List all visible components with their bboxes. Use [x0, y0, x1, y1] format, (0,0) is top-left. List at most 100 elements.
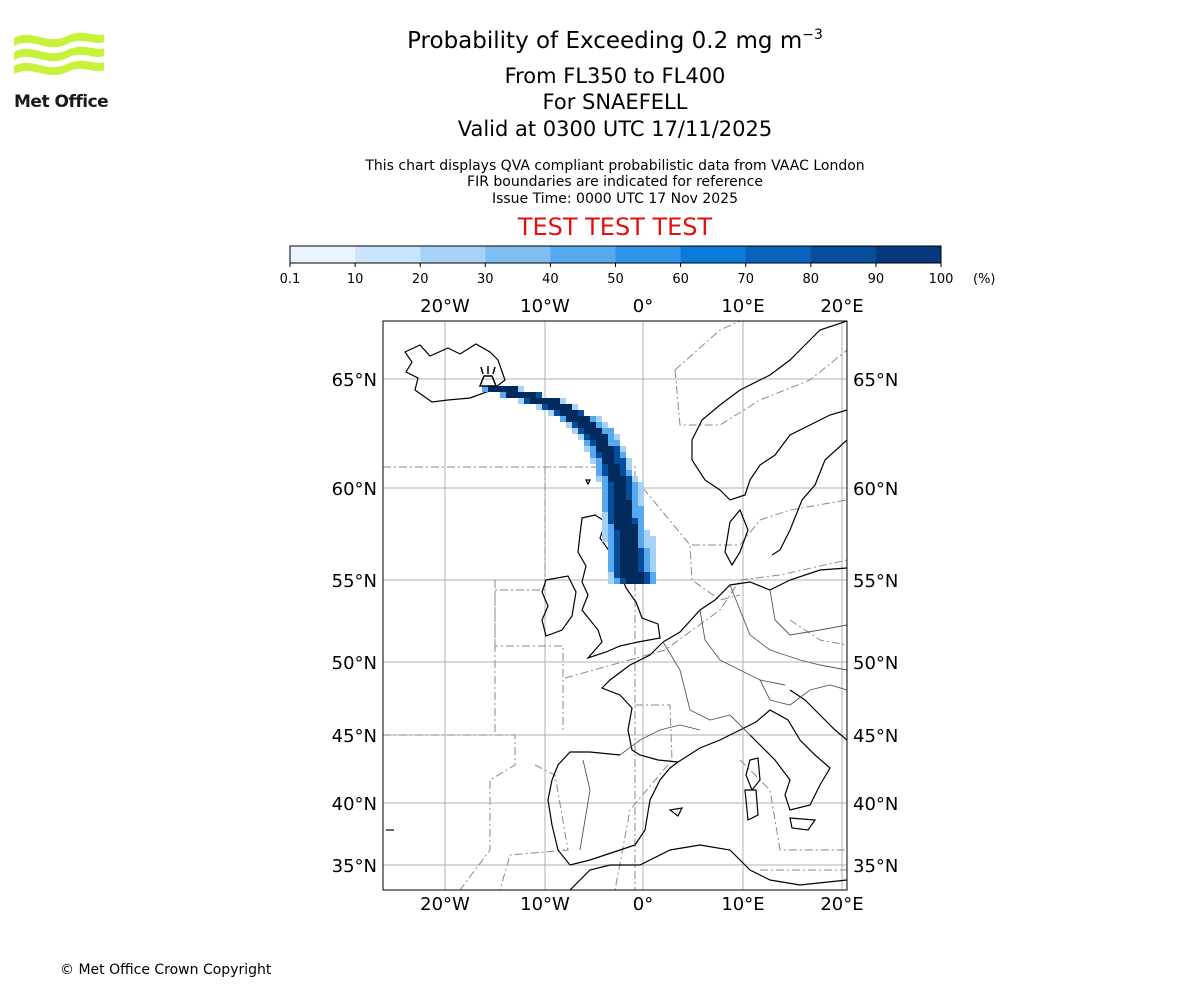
plume-cell — [626, 536, 632, 542]
plume-cell — [614, 500, 620, 506]
longitude-label: 20°E — [820, 296, 863, 317]
volcano-name: For SNAEFELL — [542, 90, 688, 114]
plume-cell — [626, 506, 632, 512]
plume-cell — [572, 416, 578, 422]
plume-cell — [644, 542, 650, 548]
plume-cell — [500, 386, 506, 392]
plume-cell — [620, 476, 626, 482]
plume-cell — [620, 512, 626, 518]
plume-cell — [572, 404, 578, 410]
plume-cell — [608, 512, 614, 518]
plume-cell — [626, 566, 632, 572]
colorbar-swatch — [680, 246, 747, 263]
plume-cell — [614, 554, 620, 560]
plume-cell — [638, 506, 644, 512]
plume-cell — [638, 560, 644, 566]
plume-cell — [644, 548, 650, 554]
plume-cell — [614, 572, 620, 578]
colorbar-swatch — [875, 246, 942, 263]
plume-cell — [626, 494, 632, 500]
colorbar-tick-label: 10 — [347, 272, 364, 287]
plume-cell — [596, 464, 602, 470]
plume-cell — [542, 398, 548, 404]
ash-probability-map: 20°W 20°W 10°W 10°W 0° 0° 10°E 10°E 20°E 20°E 65°N… — [332, 296, 899, 915]
plume-cell — [608, 566, 614, 572]
plume-cell — [638, 578, 644, 584]
plume-cell — [578, 422, 584, 428]
plume-cell — [644, 566, 650, 572]
met-office-wave-logo — [14, 32, 104, 76]
plume-cell — [650, 542, 656, 548]
plume-cell — [596, 458, 602, 464]
plume-cell — [614, 542, 620, 548]
plume-cell — [632, 566, 638, 572]
plume-cell — [500, 392, 506, 398]
longitude-label: 10°W — [520, 894, 570, 915]
plume-cell — [626, 560, 632, 566]
plume-cell — [632, 548, 638, 554]
plume-cell — [518, 398, 524, 404]
plume-cell — [632, 482, 638, 488]
plume-cell — [596, 440, 602, 446]
plume-cell — [620, 464, 626, 470]
plume-cell — [614, 494, 620, 500]
plume-cell — [530, 398, 536, 404]
plume-cell — [608, 458, 614, 464]
plume-cell — [584, 440, 590, 446]
plume-cell — [620, 530, 626, 536]
plume-cell — [644, 554, 650, 560]
plume-cell — [638, 572, 644, 578]
plume-cell — [632, 506, 638, 512]
plume-cell — [620, 548, 626, 554]
plume-cell — [620, 578, 626, 584]
plume-cell — [584, 416, 590, 422]
plume-cell — [620, 554, 626, 560]
chart-title: Probability of Exceeding 0.2 mg m−3 — [407, 27, 823, 54]
plume-cell — [608, 428, 614, 434]
plume-cell — [608, 482, 614, 488]
plume-cell — [602, 440, 608, 446]
plume-cell — [620, 506, 626, 512]
plume-cell — [614, 566, 620, 572]
fir-boundaries — [383, 321, 847, 890]
plume-cell — [506, 392, 512, 398]
plume-cell — [596, 452, 602, 458]
plume-cell — [620, 566, 626, 572]
plume-cell — [548, 404, 554, 410]
plume-cell — [590, 458, 596, 464]
plume-cell — [626, 578, 632, 584]
plume-cell — [644, 572, 650, 578]
plume-cell — [626, 548, 632, 554]
colorbar-tick-label: 50 — [607, 272, 624, 287]
plume-cell — [602, 434, 608, 440]
plume-cell — [596, 434, 602, 440]
plume-cell — [584, 434, 590, 440]
latitude-label: 50°N — [332, 653, 377, 674]
issue-time: Issue Time: 0000 UTC 17 Nov 2025 — [491, 191, 739, 207]
longitude-label: 10°E — [721, 894, 764, 915]
plume-cell — [608, 548, 614, 554]
colorbar-swatch — [485, 246, 551, 263]
plume-cell — [608, 434, 614, 440]
flight-level-range: From FL350 to FL400 — [504, 64, 726, 88]
plume-cell — [518, 386, 524, 392]
plume-cell — [632, 488, 638, 494]
plume-cell — [614, 464, 620, 470]
longitude-label: 20°W — [420, 894, 470, 915]
plume-cell — [590, 440, 596, 446]
plume-cell — [602, 494, 608, 500]
valid-time: Valid at 0300 UTC 17/11/2025 — [457, 117, 773, 141]
plume-cell — [608, 446, 614, 452]
plume-cell — [614, 560, 620, 566]
plume-cell — [608, 572, 614, 578]
plume-cell — [614, 536, 620, 542]
plume-cell — [638, 530, 644, 536]
colorbar-tick-label: 70 — [737, 272, 754, 287]
plume-cell — [608, 578, 614, 584]
plume-cell — [560, 398, 566, 404]
plume-cell — [614, 470, 620, 476]
plume-cell — [614, 524, 620, 530]
plume-cell — [650, 578, 656, 584]
plume-cell — [608, 500, 614, 506]
colorbar-tick-label: 30 — [477, 272, 494, 287]
